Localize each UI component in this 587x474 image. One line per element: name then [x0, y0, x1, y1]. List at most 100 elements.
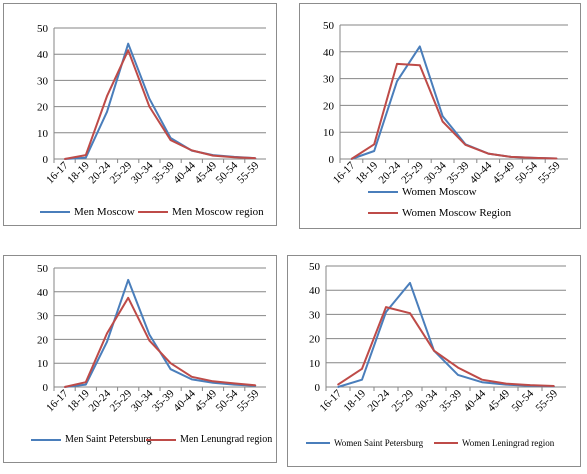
- legend-item-1: Women Moscow: [368, 186, 477, 198]
- x-tick-label: 50-54: [513, 159, 540, 186]
- legend-label-1: Men Saint Petersburg: [65, 434, 152, 445]
- x-tick-label: 35-39: [150, 159, 177, 186]
- legend-label-2: Men Lenungrad region: [180, 434, 273, 445]
- data-point: [169, 368, 172, 370]
- data-point: [212, 380, 214, 383]
- x-tick-label: 40-44: [461, 387, 488, 414]
- data-point: [63, 386, 66, 388]
- data-point: [487, 152, 489, 155]
- chart-plot-women-moscow: 0 10 20 30 40 50 16-1718-1920-2425-2930-3435-3…: [323, 20, 568, 186]
- data-point: [127, 42, 129, 45]
- y-tick-label: 0: [315, 382, 321, 394]
- x-tick-label: 16-17: [331, 159, 358, 186]
- chart-panel-men-saint-petersburg: 0 10 20 30 40 50 16-17 18-19 20-24 25-29 30-34 35-3…: [3, 255, 277, 463]
- data-point: [385, 311, 387, 313]
- data-point: [106, 332, 108, 335]
- data-point: [555, 157, 558, 160]
- legend-label-1: Men Moscow: [74, 206, 135, 218]
- data-point: [127, 49, 129, 52]
- data-point: [148, 105, 151, 108]
- data-point: [441, 115, 444, 117]
- y-tick-label: 0: [329, 154, 335, 166]
- data-point: [481, 381, 483, 383]
- data-point: [361, 378, 363, 381]
- data-point: [529, 384, 531, 386]
- y-tick-label: 30: [323, 74, 335, 86]
- x-tick-label: 40-44: [468, 159, 495, 186]
- data-point: [148, 333, 151, 336]
- x-tick-label: 40-44: [171, 159, 198, 186]
- data-point: [85, 383, 87, 386]
- y-tick-label: 10: [37, 358, 49, 370]
- data-point: [385, 306, 387, 308]
- data-point: [169, 139, 172, 141]
- data-point: [441, 120, 444, 123]
- data-point: [63, 158, 66, 160]
- x-tick-label: 35-39: [437, 387, 464, 414]
- data-point: [106, 95, 108, 97]
- legend-swatch-1: [306, 442, 330, 444]
- data-point: [409, 312, 411, 314]
- y-tick-label: 40: [309, 285, 321, 297]
- x-tick-label: 16-17: [44, 387, 71, 414]
- x-tick-label: 20-24: [86, 387, 113, 414]
- y-tick-label: 50: [37, 263, 49, 275]
- data-point: [148, 97, 151, 100]
- x-tick-label: 25-29: [108, 159, 135, 186]
- series-line-2: [337, 306, 555, 387]
- legend-swatch-1: [368, 191, 398, 193]
- data-point: [191, 149, 193, 152]
- data-point: [433, 349, 435, 352]
- x-tick-label: 55-59: [533, 387, 560, 414]
- y-tick-label: 40: [37, 287, 49, 299]
- x-tick-label: 20-24: [86, 159, 113, 186]
- y-tick-label: 30: [37, 311, 49, 323]
- legend-label-2: Men Moscow region: [172, 206, 264, 218]
- y-tick-label: 0: [43, 382, 49, 394]
- data-point: [85, 156, 87, 159]
- data-point: [191, 375, 193, 378]
- data-point: [254, 157, 257, 160]
- legend-item-2: Women Moscow Region: [368, 207, 511, 219]
- data-point: [127, 296, 129, 299]
- data-point: [533, 157, 535, 159]
- data-point: [106, 340, 108, 343]
- data-point: [419, 64, 421, 66]
- x-tick-label: 45-49: [192, 387, 219, 414]
- data-point: [85, 381, 87, 384]
- series-line-2: [64, 49, 256, 160]
- x-tick-label: 20-24: [376, 159, 403, 186]
- series-line-1: [337, 281, 555, 388]
- data-point: [396, 63, 398, 65]
- data-point: [106, 111, 108, 113]
- series-line-2: [64, 296, 256, 388]
- y-tick-label: 50: [323, 20, 335, 32]
- series-line-1: [64, 278, 256, 388]
- y-tick-label: 30: [37, 75, 49, 87]
- x-tick-label: 30-34: [129, 387, 156, 414]
- x-tick-label: 35-39: [445, 159, 472, 186]
- chart-panel-men-moscow: 0 10 20 30 40 50 16-17 18-19 20-24 25-29 30-34 35-3…: [3, 3, 277, 226]
- legend-swatch-2: [434, 442, 458, 444]
- x-tick-label: 25-29: [389, 387, 416, 414]
- y-tick-label: 10: [323, 127, 335, 139]
- legend-swatch-2: [368, 212, 398, 214]
- x-tick-label: 16-17: [317, 387, 344, 414]
- data-point: [505, 382, 507, 385]
- legend-item-2: Men Moscow region: [138, 206, 264, 218]
- series-line-2: [350, 62, 557, 160]
- legend-item-2: Men Lenungrad region: [146, 434, 272, 445]
- x-tick-label: 18-19: [341, 387, 368, 414]
- legend-item-1: Men Moscow: [40, 206, 135, 218]
- y-tick-label: 20: [323, 100, 335, 112]
- x-tick-label: 18-19: [354, 159, 381, 186]
- data-point: [553, 385, 555, 387]
- chart-plot-men-saint-petersburg: 0 10 20 30 40 50 16-1718-1920-2425-2930-3435-3…: [37, 263, 266, 414]
- x-tick-label: 55-59: [235, 387, 262, 414]
- x-tick-label: 30-34: [129, 159, 156, 186]
- data-point: [350, 158, 353, 160]
- legend-swatch-2: [138, 211, 168, 213]
- x-tick-label: 30-34: [413, 387, 440, 414]
- y-tick-label: 0: [43, 154, 49, 166]
- x-tick-label: 45-49: [485, 387, 512, 414]
